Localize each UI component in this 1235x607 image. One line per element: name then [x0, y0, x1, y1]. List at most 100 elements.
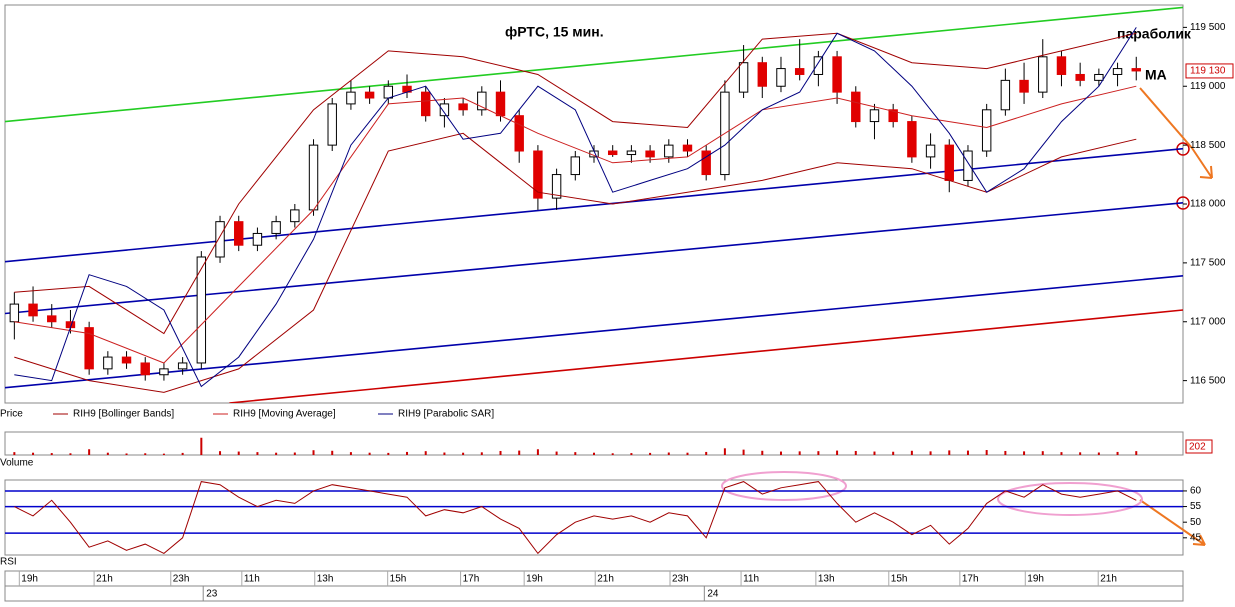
volume-bar [88, 449, 91, 455]
candle-body [981, 109, 992, 152]
x-tick-label: 13h [818, 574, 835, 585]
candle-body [383, 85, 394, 99]
candle-body [551, 174, 562, 199]
volume-bar [873, 451, 876, 455]
candle-body [47, 315, 57, 323]
indicator-line [14, 85, 1137, 364]
candle-body [682, 144, 693, 152]
legend-label: RIH9 [Parabolic SAR] [398, 409, 494, 420]
candle-body [607, 150, 618, 156]
volume-bar [667, 452, 670, 455]
bollinger-band [14, 132, 1137, 393]
candle-body [738, 62, 749, 93]
volume-bar [1097, 452, 1100, 455]
x-tick-label: 19h [526, 574, 543, 585]
y-tick-label: 118 500 [1190, 140, 1226, 151]
trend-line [5, 6, 1183, 123]
day-axis [4, 585, 1184, 602]
annotation: MA [1145, 67, 1167, 83]
volume-bar [854, 450, 857, 455]
candle-body [140, 362, 150, 376]
arrow [1139, 499, 1206, 546]
highlight [997, 482, 1143, 516]
y-tick-label: 55 [1190, 501, 1202, 512]
candle-body [1131, 68, 1141, 72]
volume-bar [387, 452, 390, 455]
candle-body [570, 156, 581, 176]
legend-label: Price [0, 409, 23, 420]
volume-bar [910, 450, 913, 455]
candle-body [514, 115, 524, 152]
x-tick-label: 15h [390, 574, 407, 585]
volume-bar [761, 450, 764, 455]
volume-bar [32, 452, 35, 455]
y-tick-label: 116 500 [1190, 375, 1226, 386]
legend-label: RIH9 [Moving Average] [233, 409, 336, 420]
y-tick-label: 119 500 [1190, 22, 1226, 33]
candle-body [664, 144, 674, 158]
candle-body [477, 91, 487, 111]
y-tick-label: 60 [1190, 486, 1202, 497]
volume-bar [817, 451, 820, 455]
volume-bar [406, 451, 409, 455]
volume-bar [443, 452, 446, 455]
candle-body [196, 256, 207, 364]
candle-body [794, 68, 805, 75]
volume-bar [181, 452, 184, 455]
candle-body [364, 91, 375, 99]
candle-body [776, 68, 786, 87]
panel-label: Volume [0, 458, 34, 469]
volume-bar [836, 450, 839, 455]
volume-bar [798, 451, 801, 455]
volume-tag [1185, 439, 1213, 454]
trend-line [5, 147, 1183, 263]
candle-body [757, 62, 767, 87]
volume-bar [200, 437, 203, 455]
candle-body [907, 121, 917, 158]
volume-bar [1004, 450, 1007, 455]
day-label: 23 [206, 589, 218, 600]
y-tick-label: 119 000 [1190, 81, 1226, 92]
x-tick-label: 17h [962, 574, 979, 585]
volume-bar [275, 452, 278, 455]
candle-body [215, 221, 225, 258]
y-tick-label: 117 000 [1190, 316, 1226, 327]
volume-bar [125, 453, 128, 455]
candle-body [290, 209, 300, 223]
highlight [721, 471, 847, 501]
volume-bar [705, 451, 708, 455]
candle-body [327, 103, 337, 146]
volume-bar [574, 452, 577, 455]
candle-body [308, 144, 319, 211]
volume-bar [237, 451, 240, 455]
volume-bar [536, 449, 539, 455]
volume-bar [219, 451, 222, 455]
volume-bar [13, 452, 16, 455]
x-tick-label: 21h [1100, 574, 1117, 585]
volume-bar [892, 451, 895, 455]
rsi-plot [5, 481, 1183, 555]
x-tick-label: 21h [597, 574, 614, 585]
rsi-line [14, 481, 1137, 555]
volume-bar [331, 450, 334, 455]
chart-title: фРТС, 15 мин. [505, 24, 604, 40]
arrows [1139, 87, 1213, 546]
candle-body [252, 232, 263, 246]
candle-body [177, 362, 188, 370]
arrow [1191, 147, 1213, 179]
candle-body [271, 221, 281, 234]
volume-bar [162, 453, 165, 455]
volume-bar [499, 450, 502, 455]
x-tick-label: 19h [21, 574, 38, 585]
price-plot [5, 6, 1183, 403]
candle-body [1019, 79, 1029, 93]
candle-body [234, 221, 244, 246]
panel-label: RSI [0, 557, 17, 568]
volume-bar [723, 448, 726, 455]
candle-body [121, 356, 132, 364]
candle-body [1000, 79, 1011, 111]
candle-body [925, 144, 936, 158]
legend-label: RIH9 [Bollinger Bands] [73, 409, 174, 420]
